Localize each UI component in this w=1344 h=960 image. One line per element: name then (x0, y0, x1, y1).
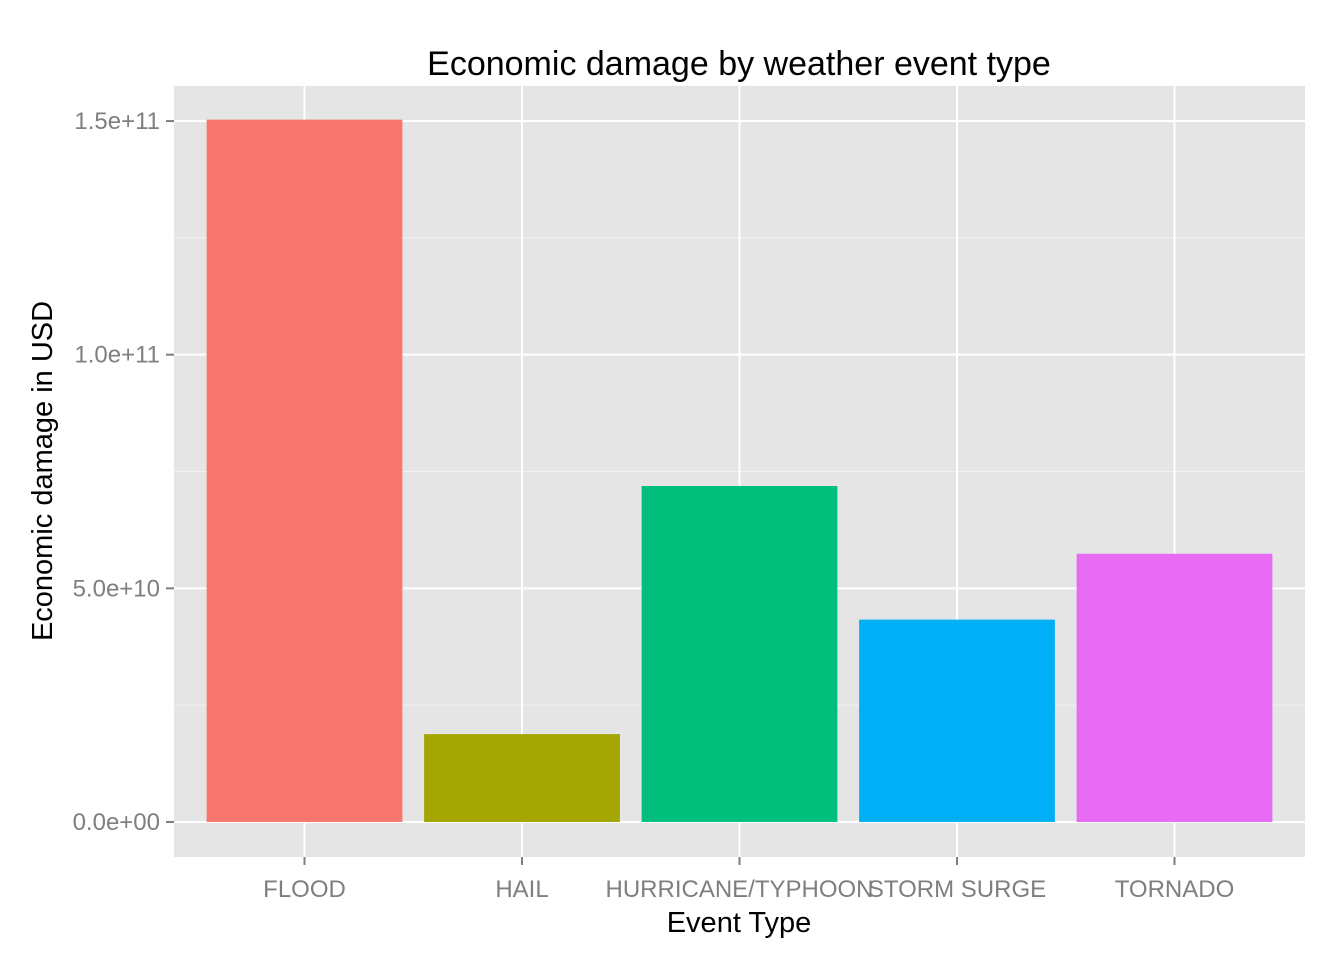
bars (206, 119, 1273, 822)
y-axis: 0.0e+00 5.0e+10 1.0e+11 1.5e+11 (73, 108, 174, 836)
bar-flood (206, 119, 403, 822)
y-tick-label: 0.0e+00 (73, 809, 160, 836)
x-tick-label: HURRICANE/TYPHOON (605, 876, 873, 903)
y-tick-label: 1.0e+11 (74, 342, 160, 369)
x-axis-title: Event Type (667, 907, 812, 939)
x-tick-label: STORM SURGE (868, 876, 1046, 903)
bar-hurricane-typhoon (641, 485, 838, 822)
bar-hail (424, 734, 620, 822)
bar-storm-surge (859, 619, 1055, 822)
chart-title: Economic damage by weather event type (427, 45, 1051, 83)
y-tick-label: 1.5e+11 (74, 108, 160, 135)
y-tick-label: 5.0e+10 (73, 575, 160, 602)
y-axis-title: Economic damage in USD (27, 301, 59, 641)
x-tick-label: HAIL (495, 876, 548, 903)
x-tick-label: TORNADO (1115, 876, 1235, 903)
x-tick-label: FLOOD (263, 876, 346, 903)
bar-tornado (1076, 553, 1273, 822)
